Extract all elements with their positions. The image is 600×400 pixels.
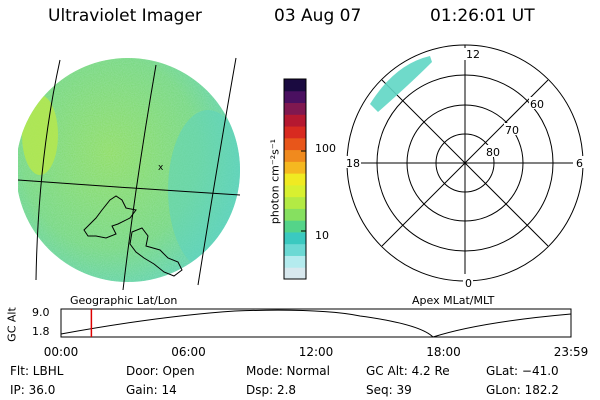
colorbar [283,78,307,280]
mode-info: Mode: Normal [246,364,330,378]
altitude-xtick-label: 18:00 [426,345,461,359]
colorbar-segment [284,102,306,115]
gc-alt-info: GC Alt: 4.2 Re [366,364,450,378]
altitude-xtick-label: 12:00 [298,345,334,359]
filter-info: Flt: LBHL [10,364,64,378]
svg-text:x: x [158,163,164,173]
altitude-xtick-label: 06:00 [171,345,206,359]
polar-plot: 12 18 6 0 60 70 80 [345,44,587,290]
colorbar-segment [284,243,306,256]
mlat-label-70: 70 [505,124,519,137]
mlat-label-60: 60 [530,98,544,111]
colorbar-segment [284,79,306,92]
colorbar-segment [284,173,306,186]
colorbar-segment [284,149,306,162]
altitude-ytick-top: 9.0 [32,306,50,319]
colorbar-segment [284,114,306,127]
gain-info: Gain: 14 [126,383,177,397]
lat-lon-grid [18,57,241,290]
geographic-image-panel: x [18,57,241,290]
time-label: 01:26:01 UT [430,6,535,26]
colorbar-segment [284,208,306,221]
altitude-plot [60,308,572,338]
mlt-label-18: 18 [346,157,360,170]
altitude-ytick-bottom: 1.8 [32,325,50,338]
mlt-label-0: 0 [465,277,472,290]
colorbar-tick-100: 100 [315,142,336,155]
colorbar-segment [284,137,306,151]
ip-info: IP: 36.0 [10,383,56,397]
altitude-xtick-label: 23:59 [553,345,589,359]
seq-info: Seq: 39 [366,383,412,397]
polar-emission-patch [370,56,432,112]
colorbar-segment [284,267,306,280]
glon-info: GLon: 182.2 [486,383,559,397]
door-info: Door: Open [126,364,195,378]
date-label: 03 Aug 07 [274,6,362,26]
colorbar-segment [284,90,306,104]
colorbar-segment [284,220,306,233]
colorbar-segment [284,184,306,198]
colorbar-tick-10: 10 [315,229,329,242]
altitude-curve [60,309,572,338]
mlt-label-6: 6 [576,157,583,170]
geographic-label: Geographic Lat/Lon [70,294,178,307]
altitude-ylabel: GC Alt [5,307,19,342]
colorbar-segment [284,161,306,174]
mlat-label-80: 80 [486,146,500,159]
colorbar-segment [284,196,306,209]
instrument-title: Ultraviolet Imager [48,6,202,26]
colorbar-label: photon cm⁻²s⁻¹ [268,138,282,225]
coastline [83,195,183,277]
apex-label: Apex MLat/MLT [412,294,495,307]
colorbar-segment [284,126,306,139]
glat-info: GLat: −41.0 [486,364,559,378]
mlt-label-12: 12 [466,48,480,61]
dsp-info: Dsp: 2.8 [246,383,297,397]
colorbar-segment [284,231,306,245]
altitude-xtick-label: 00:00 [43,345,79,359]
colorbar-segment [284,255,306,268]
